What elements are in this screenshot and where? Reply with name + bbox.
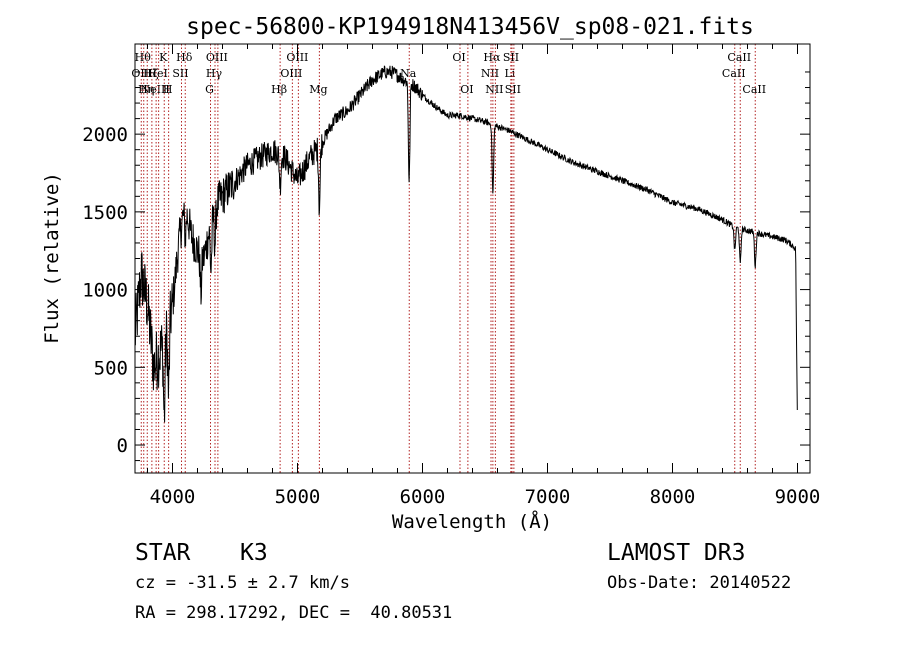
line-marker-label: Hγ — [206, 67, 223, 80]
observation-date: Obs-Date: 20140522 — [607, 573, 792, 593]
x-axis-label: Wavelength (Å) — [392, 510, 552, 533]
line-marker-label: Na — [400, 67, 417, 80]
line-marker-label: Mg — [309, 83, 327, 96]
axis-ticks: 4000 5000 6000 7000 8000 9000 0 500 1000 1500 2000 — [82, 44, 820, 508]
line-marker-label: CaII — [742, 83, 766, 96]
line-marker-label: OIII — [286, 51, 308, 64]
y-tick-label: 1500 — [82, 202, 128, 224]
spectrum-line — [134, 65, 798, 423]
x-tick-label: 7000 — [525, 486, 571, 508]
coordinates: RA = 298.17292, DEC = 40.80531 — [135, 603, 453, 623]
line-marker-label: Hδ — [176, 51, 193, 64]
line-marker-label: Hθ — [135, 51, 152, 64]
line-marker-label: OI — [452, 51, 465, 64]
line-marker-label: NII — [485, 83, 503, 96]
line-marker-label: Li — [504, 67, 515, 80]
line-marker-label: Hβ — [271, 83, 287, 96]
line-marker-label: Hζ — [143, 67, 159, 80]
line-marker-label: NeIII — [141, 83, 170, 96]
y-axis-label: Flux (relative) — [41, 172, 63, 344]
line-markers: OII Hθ Hη Hζ NeIII HeI K H SII Hδ G Hγ OIII Hβ OIII OII… — [131, 44, 766, 473]
line-marker-label: SII — [172, 67, 188, 80]
plot-frame — [134, 43, 811, 474]
line-marker-label: OIII — [280, 67, 302, 80]
x-tick-label: 6000 — [400, 486, 446, 508]
line-marker-label: CaII — [722, 67, 746, 80]
chart-title: spec-56800-KP194918N413456V_sp08-021.fit… — [186, 14, 754, 40]
line-marker-label: OIII — [206, 51, 228, 64]
y-tick-label: 1000 — [82, 280, 128, 302]
y-tick-label: 500 — [94, 357, 128, 379]
y-tick-label: 0 — [117, 435, 128, 457]
y-tick-label: 2000 — [82, 124, 128, 146]
line-marker-label: SII — [505, 83, 521, 96]
redshift-cz: cz = -31.5 ± 2.7 km/s — [135, 573, 350, 593]
line-marker-label: H — [163, 83, 173, 96]
line-marker-label: Hα — [483, 51, 501, 64]
line-marker-label: SII — [503, 51, 519, 64]
object-subclass: K3 — [240, 540, 268, 566]
line-marker-label: CaII — [727, 51, 751, 64]
line-marker-label: OI — [460, 83, 473, 96]
x-tick-label: 5000 — [275, 486, 321, 508]
line-marker-label: K — [159, 51, 168, 64]
object-class: STAR — [135, 540, 191, 566]
line-marker-label: G — [205, 83, 214, 96]
line-marker-label: OII — [131, 67, 149, 80]
survey-name: LAMOST DR3 — [607, 540, 746, 566]
line-marker-label: HeI — [147, 67, 167, 80]
x-tick-label: 9000 — [775, 486, 821, 508]
line-marker-label: NII — [481, 67, 499, 80]
line-marker-label: Hη — [138, 83, 154, 96]
x-tick-label: 8000 — [650, 486, 696, 508]
x-tick-label: 4000 — [150, 486, 196, 508]
